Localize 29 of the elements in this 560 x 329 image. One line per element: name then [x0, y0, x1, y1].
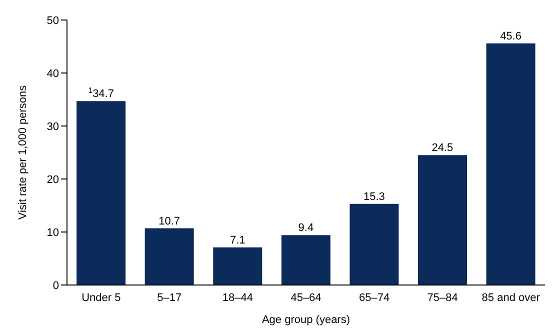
x-tick-label: 18–44 [222, 292, 254, 304]
bar [76, 101, 126, 285]
y-tick-label: 50 [46, 14, 59, 27]
y-tick-label: 20 [46, 174, 59, 186]
data-label: 24.5 [432, 142, 454, 154]
bar [486, 43, 536, 285]
x-tick-label: 45–64 [290, 292, 322, 304]
bar [213, 247, 262, 285]
bar [281, 235, 330, 285]
data-label: $^{1}$34.7 [88, 86, 114, 100]
bar [418, 155, 467, 285]
x-axis-title: Age group (years) [262, 314, 350, 326]
y-tick-label: 10 [46, 226, 59, 239]
y-tick-label: 30 [46, 120, 59, 133]
x-tick-label: 85 and over [482, 292, 540, 304]
y-tick-label: 0 [52, 280, 59, 292]
data-label: 45.6 [500, 30, 522, 42]
data-label: 15.3 [363, 190, 385, 203]
x-tick-label: Under 5 [82, 292, 121, 304]
data-label: 10.7 [158, 215, 180, 228]
data-label: 9.4 [298, 222, 314, 234]
x-tick-label: 65–74 [358, 292, 390, 304]
x-tick-label: 75–84 [427, 292, 458, 304]
data-label: 7.1 [230, 234, 246, 246]
bar [350, 204, 399, 285]
bar [144, 228, 194, 285]
x-tick-label: 5–17 [157, 292, 182, 304]
y-axis-title: Visit rate per 1,000 persons [16, 84, 29, 220]
y-tick-label: 40 [46, 68, 59, 80]
